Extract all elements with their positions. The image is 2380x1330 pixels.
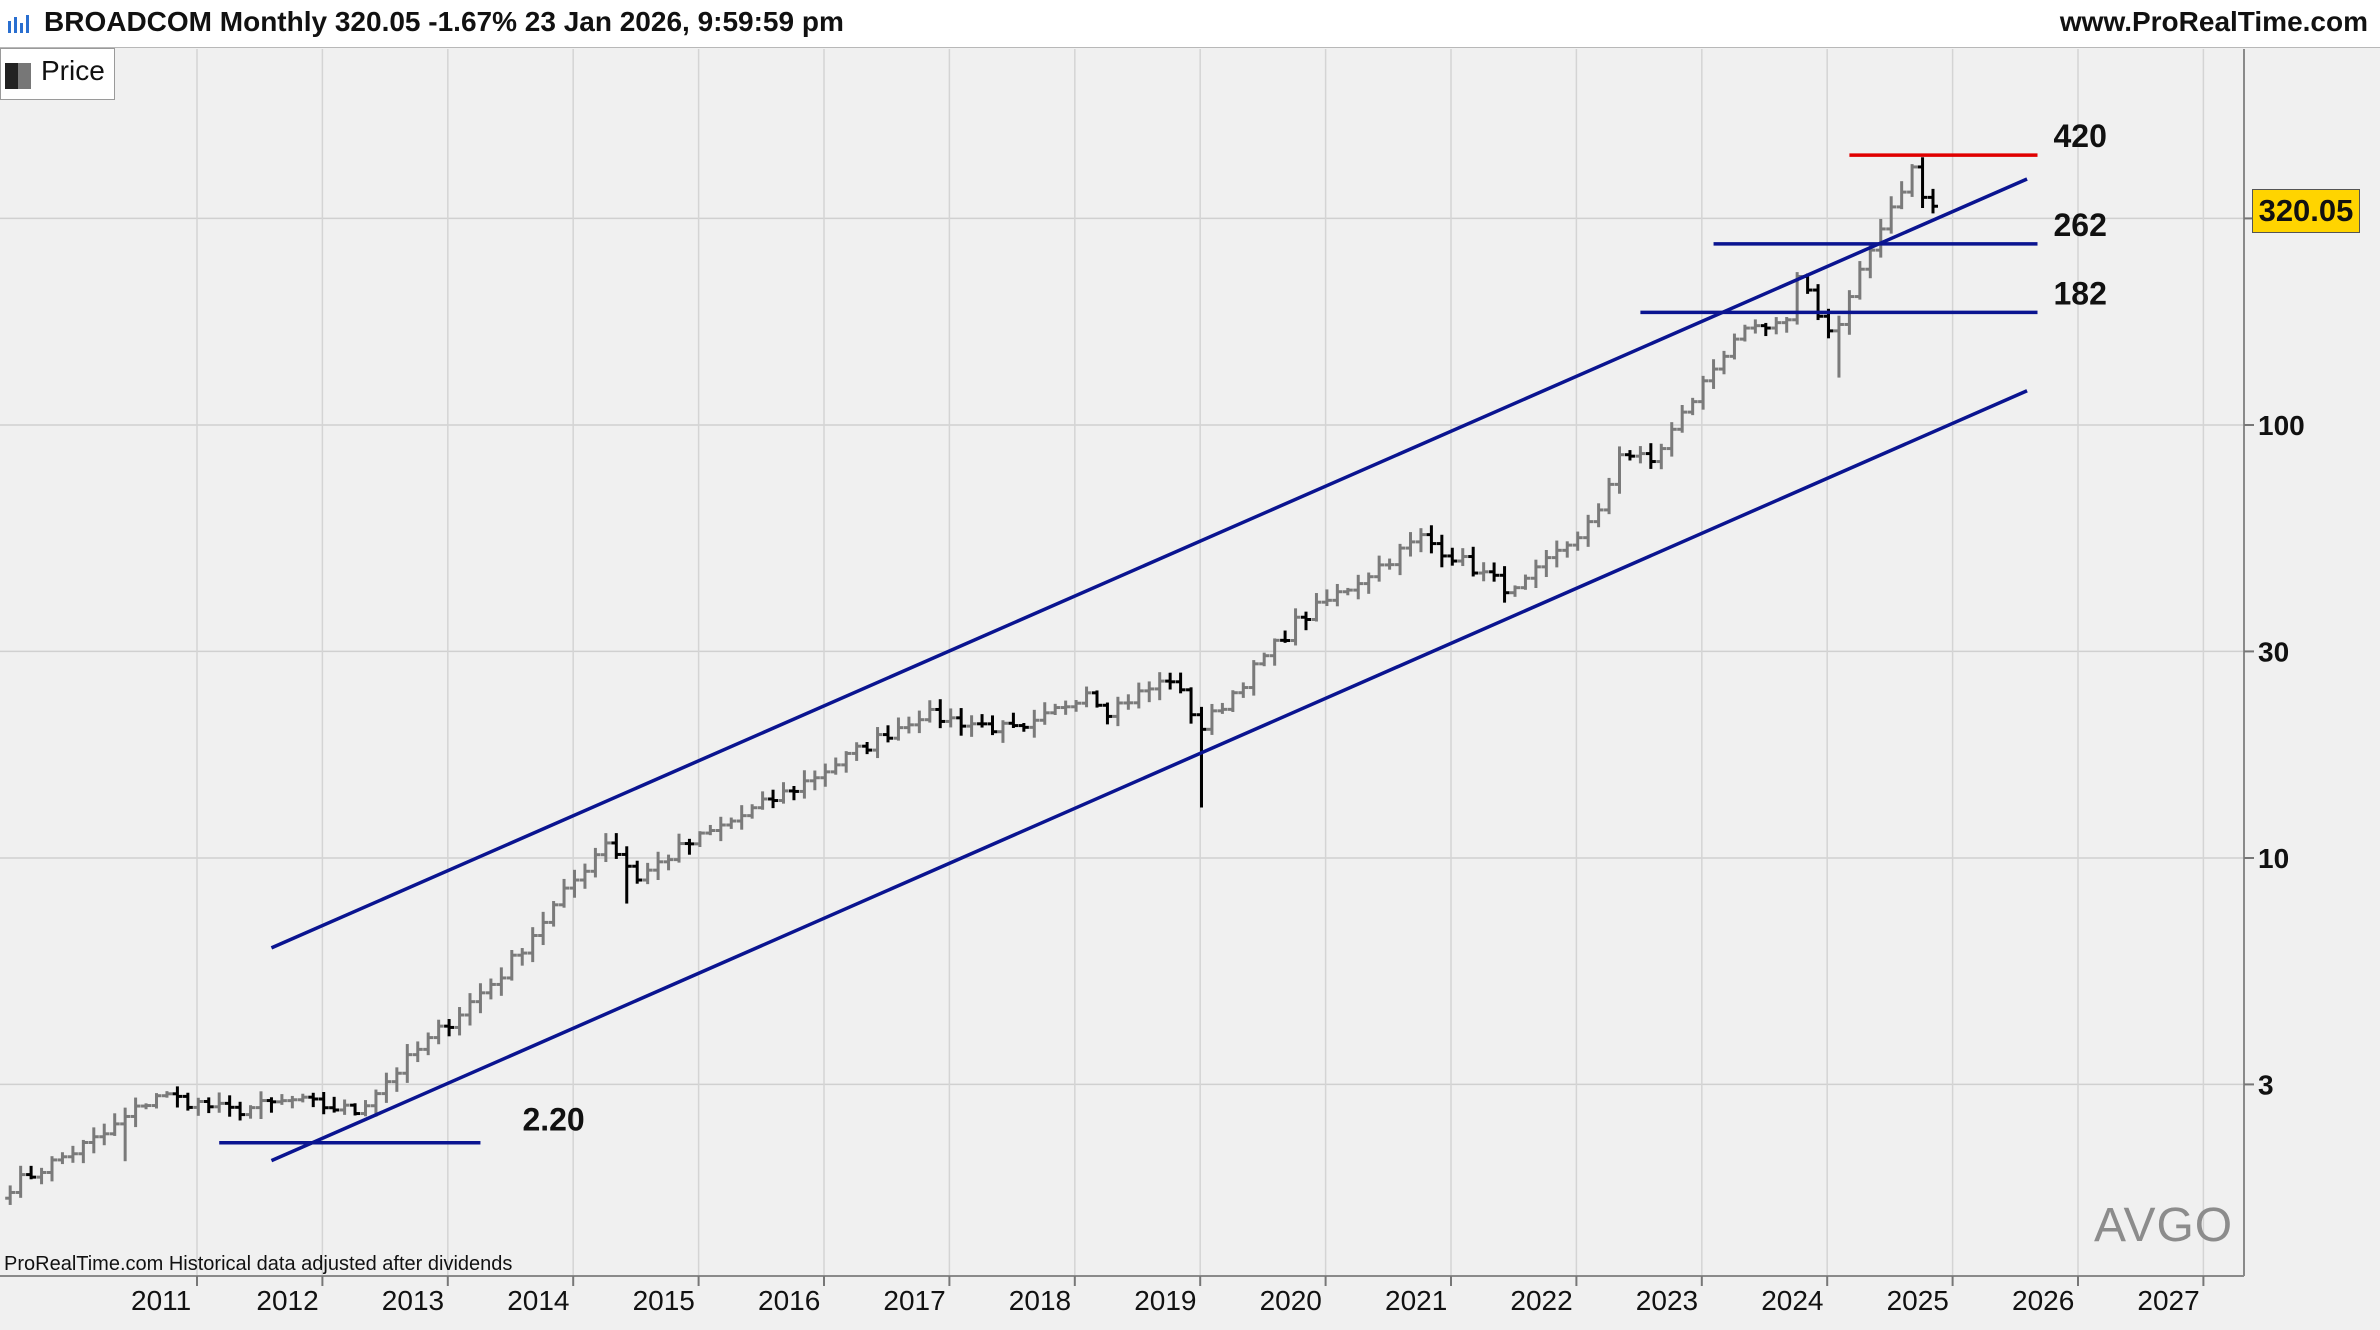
x-tick-label: 2022 bbox=[1510, 1285, 1572, 1316]
x-tick-label: 2013 bbox=[382, 1285, 444, 1316]
time-axis[interactable]: 2011 2012 2013 2014 2015 2016 2017 2018 2019 2020… bbox=[0, 1275, 2244, 1330]
x-tick-label: 2016 bbox=[758, 1285, 820, 1316]
level-label-182: 182 bbox=[2054, 275, 2107, 311]
x-tick-label: 2027 bbox=[2137, 1285, 2199, 1316]
channel-upper-line bbox=[270, 177, 2028, 950]
x-tick-label: 2020 bbox=[1260, 1285, 1322, 1316]
x-tick-label: 2025 bbox=[1887, 1285, 1949, 1316]
legend-label: Price bbox=[41, 55, 105, 86]
price-bars bbox=[5, 157, 1938, 1205]
y-tick-label: 3 bbox=[2258, 1069, 2274, 1100]
chart-type-icon[interactable] bbox=[6, 13, 32, 37]
x-tick-label: 2018 bbox=[1009, 1285, 1071, 1316]
ticker-watermark: AVGO bbox=[2094, 1199, 2234, 1252]
x-tick-label: 2019 bbox=[1134, 1285, 1196, 1316]
price-legend-swatch bbox=[5, 63, 31, 89]
header-bar: BROADCOM Monthly 320.05 -1.67% 23 Jan 20… bbox=[0, 0, 2380, 48]
time-axis-panel bbox=[0, 1276, 2244, 1330]
x-tick-label: 2017 bbox=[883, 1285, 945, 1316]
footer-note: ProRealTime.com Historical data adjusted… bbox=[4, 1253, 513, 1275]
x-tick-label: 2023 bbox=[1636, 1285, 1698, 1316]
grid bbox=[0, 49, 2244, 1276]
x-tick-label: 2026 bbox=[2012, 1285, 2074, 1316]
x-tick-label: 2011 bbox=[131, 1285, 191, 1316]
level-label-2.20: 2.20 bbox=[522, 1102, 584, 1138]
y-tick-label: 100 bbox=[2258, 410, 2305, 441]
y-tick-label: 10 bbox=[2258, 843, 2289, 874]
y-tick-label: 30 bbox=[2258, 636, 2289, 667]
price-axis[interactable]: 3 10 30 100 bbox=[2243, 49, 2380, 1330]
brand-link[interactable]: www.ProRealTime.com bbox=[2059, 6, 2368, 37]
x-tick-label: 2014 bbox=[507, 1285, 569, 1316]
channel-lower-line bbox=[270, 389, 2028, 1163]
x-tick-label: 2015 bbox=[633, 1285, 695, 1316]
chart-title: BROADCOM Monthly 320.05 -1.67% 23 Jan 20… bbox=[44, 6, 844, 37]
legend[interactable]: Price bbox=[0, 48, 115, 100]
level-label-420: 420 bbox=[2054, 118, 2107, 154]
level-labels: 420 262 182 2.20 bbox=[522, 118, 2106, 1138]
x-tick-label: 2012 bbox=[256, 1285, 318, 1316]
last-price-tag: 320.05 bbox=[2252, 189, 2360, 233]
price-axis-panel bbox=[2244, 49, 2380, 1330]
level-label-262: 262 bbox=[2054, 207, 2107, 243]
trend-lines bbox=[219, 153, 2038, 1163]
x-tick-label: 2024 bbox=[1761, 1285, 1823, 1316]
x-tick-label: 2021 bbox=[1385, 1285, 1447, 1316]
